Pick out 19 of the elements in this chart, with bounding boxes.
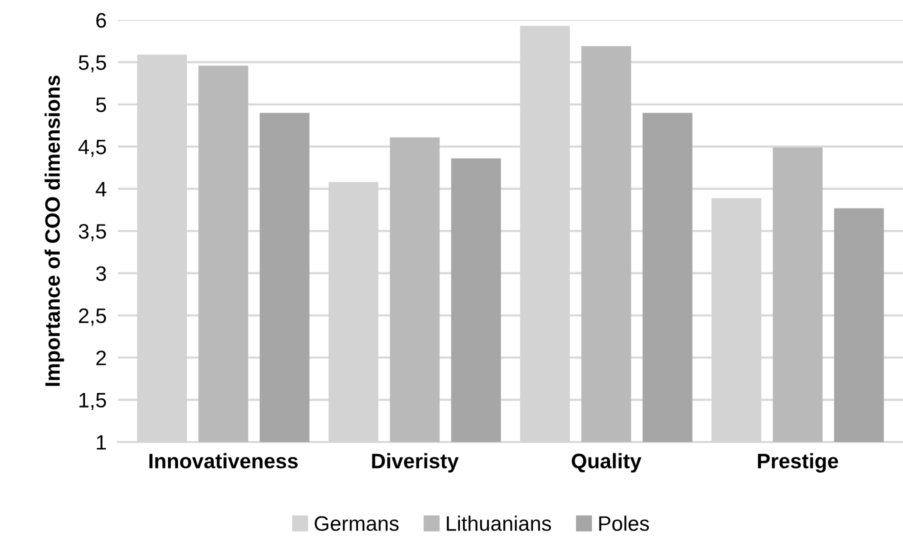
x-tick-label: Prestige — [758, 453, 838, 473]
x-tick-label: Diveristy — [372, 453, 459, 473]
legend-label: Lithuanians — [446, 516, 551, 531]
y-tick-label: 5,5 — [78, 55, 106, 72]
legend-label: Poles — [599, 516, 649, 531]
y-tick-label: 1 — [96, 435, 106, 450]
y-tick-label: 4 — [96, 182, 106, 196]
x-tick-label: Quality — [572, 453, 642, 473]
y-tick-label: 5 — [96, 98, 106, 112]
y-tick-label: 4,5 — [78, 140, 106, 157]
y-tick-label: 1,5 — [80, 393, 106, 410]
x-tick-label: Innovativeness — [149, 453, 298, 468]
y-tick-label: 2 — [96, 350, 106, 366]
y-tick-label: 3,5 — [78, 224, 106, 242]
legend-label: Germans — [314, 516, 399, 531]
y-tick-label: 6 — [96, 13, 106, 28]
y-axis-title: Importance of COO dimensions — [44, 76, 64, 386]
y-tick-label: 2,5 — [78, 308, 106, 326]
y-tick-label: 3 — [96, 266, 106, 281]
